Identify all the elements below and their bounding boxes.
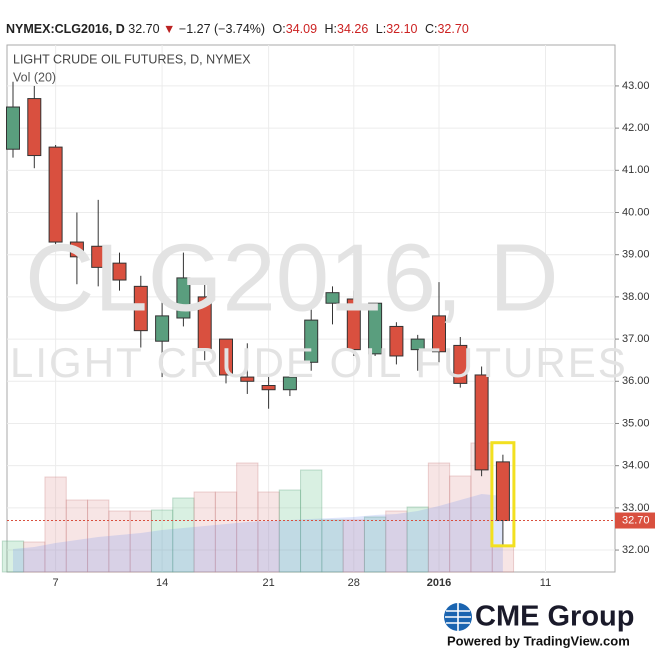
x-tick-label: 2016: [427, 577, 451, 589]
y-tick-label: 33.00: [622, 502, 650, 514]
candle-body: [368, 302, 383, 355]
candle-body: [112, 262, 127, 281]
volume-bar: [129, 510, 152, 573]
volume-bar: [406, 506, 429, 573]
field-value: 34.26: [337, 22, 368, 36]
last-price-label: 32.70: [622, 514, 650, 526]
candle-body: [197, 296, 212, 351]
watermark: CLG2016, D: [25, 224, 559, 331]
candle-body: [240, 376, 255, 382]
volume-bar: [427, 462, 451, 573]
volume-bar: [385, 510, 408, 573]
volume-bar: [87, 499, 110, 573]
brand: CME Group: [475, 601, 635, 633]
candle-body: [219, 338, 233, 376]
volume-bar: [44, 476, 67, 573]
volume-bar: [278, 489, 302, 573]
powered-by: Powered by TradingView.com: [447, 633, 630, 648]
y-tick-label: 35.00: [622, 417, 650, 429]
field-label: H:: [325, 22, 338, 36]
volume-bar: [65, 499, 89, 573]
x-tick-label: 7: [53, 577, 59, 589]
candle-body: [27, 98, 42, 157]
candle-body: [155, 315, 170, 342]
plot: 32.00 33.00 34.00 35.00 36.00 37.00 38.00 39.00…: [1, 44, 655, 589]
chart-title: LIGHT CRUDE OIL FUTURES, D, NYMEX: [13, 52, 251, 66]
y-tick-label: 37.00: [622, 333, 650, 345]
watermark-subtitle: LIGHT CRUDE OIL FUTURES: [10, 339, 628, 386]
candle-body: [69, 241, 84, 258]
candle-body: [410, 338, 425, 351]
volume-bar: [23, 541, 46, 573]
field-value: 32.10: [386, 22, 417, 36]
y-tick-label: 42.00: [622, 122, 650, 134]
y-tick-label: 32.00: [622, 544, 650, 556]
volume-bar: [342, 519, 365, 573]
volume-bar: [108, 510, 131, 573]
x-tick-label: 14: [156, 577, 168, 589]
arrow: ▼: [163, 22, 175, 36]
volume-bar: [363, 516, 387, 573]
last: 32.70: [128, 22, 159, 36]
field-value: 32.70: [437, 22, 468, 36]
y-tick-label: 43.00: [622, 80, 650, 92]
volume-bar: [150, 509, 174, 573]
y-tick-label: 39.00: [622, 249, 650, 261]
volume-bar: [321, 519, 344, 573]
y-tick-label: 36.00: [622, 375, 650, 387]
candle-body: [453, 344, 468, 384]
volume-bar: [449, 475, 472, 573]
field-label: O:: [273, 22, 286, 36]
volume-bar: [214, 491, 238, 573]
field-value: 34.09: [286, 22, 317, 36]
candle-body: [346, 298, 361, 351]
volume-bar: [172, 497, 195, 573]
x-tick-label: 21: [262, 577, 274, 589]
candle-body: [133, 285, 148, 332]
candle-body: [325, 292, 340, 304]
volume-bar: [236, 462, 259, 573]
y-tick-label: 40.00: [622, 206, 650, 218]
change: −1.27 (−3.74%): [179, 22, 265, 36]
plot-border: [6, 44, 616, 573]
candle-body: [304, 319, 319, 363]
candle-body: [261, 385, 276, 391]
candle-body: [91, 245, 106, 268]
x-tick-label: 28: [348, 577, 360, 589]
highlight-box: [490, 441, 516, 548]
field-label: L:: [376, 22, 386, 36]
candle-body: [6, 106, 20, 150]
candle-body: [176, 277, 191, 319]
field-label: C:: [425, 22, 438, 36]
y-tick-label: 34.00: [622, 460, 650, 472]
candle-body: [432, 315, 446, 353]
candle-body: [282, 376, 297, 391]
volume-bar: [193, 491, 216, 573]
y-tick-label: 38.00: [622, 291, 650, 303]
candle-body: [48, 146, 63, 243]
symbol: NYMEX:CLG2016, D: [6, 22, 125, 36]
x-tick-label: 11: [540, 577, 551, 589]
candle-body: [474, 374, 489, 471]
volume-bar: [257, 491, 280, 573]
volume-label: Vol (20): [13, 70, 56, 84]
last-price-tag: [615, 512, 655, 529]
volume-bar: [1, 540, 25, 573]
y-tick-label: 41.00: [622, 164, 650, 176]
volume-ma-area: [13, 494, 503, 572]
header: NYMEX:CLG2016, D 32.70 ▼ −1.27 (−3.74%) …: [6, 22, 469, 36]
candle-body: [495, 461, 510, 522]
candle-body: [389, 325, 404, 357]
logo-lines: [445, 603, 471, 631]
